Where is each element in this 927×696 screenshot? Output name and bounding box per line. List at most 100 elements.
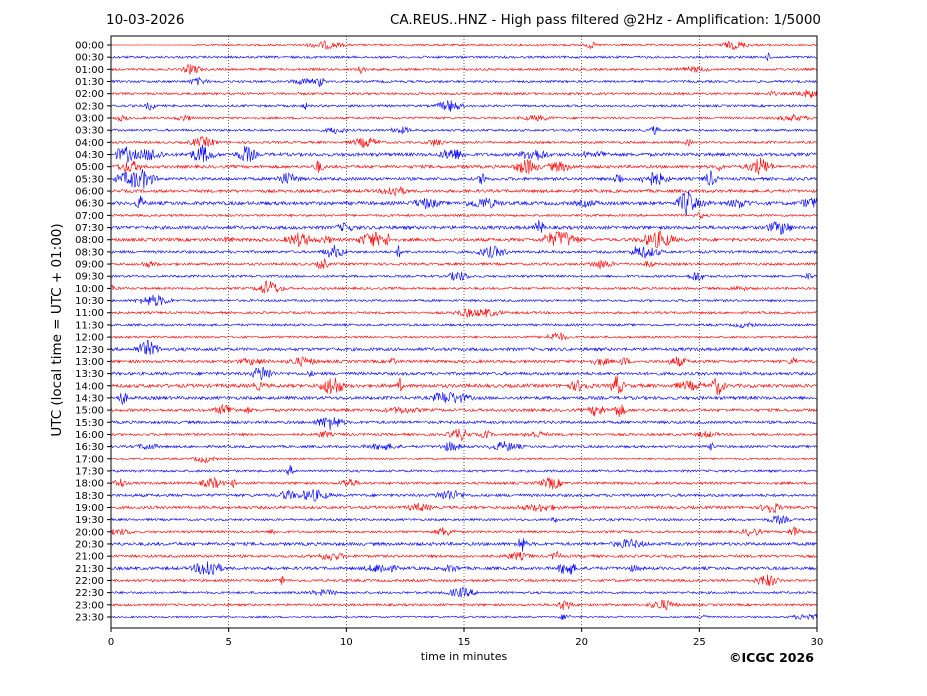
y-tick-label-00:00: 00:00 xyxy=(75,41,104,52)
copyright: ©ICGC 2026 xyxy=(729,650,814,665)
y-tick-label-17:30: 17:30 xyxy=(75,466,104,477)
trace-17:30 xyxy=(110,464,817,476)
trace-09:30 xyxy=(110,271,817,282)
trace-00:00 xyxy=(110,40,817,50)
y-tick-label-21:30: 21:30 xyxy=(75,564,104,575)
x-axis-label: time in minutes xyxy=(420,650,508,663)
y-tick-label-09:30: 09:30 xyxy=(75,272,104,283)
x-tick-label: 20 xyxy=(575,637,588,648)
y-tick-label-05:00: 05:00 xyxy=(75,162,104,173)
trace-16:30 xyxy=(110,441,817,452)
y-tick-label-13:00: 13:00 xyxy=(75,357,104,368)
trace-20:00 xyxy=(110,526,817,537)
trace-15:30 xyxy=(110,417,817,431)
trace-23:30 xyxy=(110,613,817,621)
y-tick-label-23:00: 23:00 xyxy=(75,600,104,611)
y-axis-label: UTC (local time = UTC + 01:00) xyxy=(49,223,65,437)
trace-23:00 xyxy=(110,599,817,611)
y-tick-label-16:30: 16:30 xyxy=(75,442,104,453)
trace-17:00 xyxy=(110,456,817,464)
y-tick-label-14:30: 14:30 xyxy=(75,393,104,404)
trace-19:30 xyxy=(110,515,817,525)
y-tick-label-14:00: 14:00 xyxy=(75,381,104,392)
y-tick-label-16:00: 16:00 xyxy=(75,430,104,441)
y-tick-label-18:30: 18:30 xyxy=(75,491,104,502)
trace-21:00 xyxy=(110,550,817,562)
y-tick-label-12:30: 12:30 xyxy=(75,345,104,356)
plot-frame xyxy=(110,35,818,629)
y-tick-label-21:00: 21:00 xyxy=(75,552,104,563)
trace-12:00 xyxy=(110,332,817,341)
trace-06:30 xyxy=(110,190,817,216)
trace-05:30 xyxy=(110,169,817,189)
trace-01:00 xyxy=(110,64,817,75)
y-tick-label-04:30: 04:30 xyxy=(75,150,104,161)
y-tick-label-01:00: 01:00 xyxy=(75,65,104,76)
trace-07:00 xyxy=(110,211,817,219)
y-tick-label-11:00: 11:00 xyxy=(75,308,104,319)
y-tick-label-05:30: 05:30 xyxy=(75,174,104,185)
trace-02:30 xyxy=(110,100,817,112)
y-tick-label-08:00: 08:00 xyxy=(75,235,104,246)
trace-22:30 xyxy=(110,586,817,598)
y-tick-label-19:00: 19:00 xyxy=(75,503,104,514)
trace-07:30 xyxy=(110,220,817,236)
x-tick-label: 5 xyxy=(225,637,231,648)
trace-08:30 xyxy=(110,244,817,260)
trace-02:00 xyxy=(110,89,817,99)
trace-06:00 xyxy=(110,185,817,197)
y-tick-label-02:00: 02:00 xyxy=(75,89,104,100)
y-tick-label-03:30: 03:30 xyxy=(75,126,104,137)
trace-14:30 xyxy=(110,391,817,406)
trace-22:00 xyxy=(110,574,817,587)
x-tick-label: 25 xyxy=(693,637,706,648)
trace-01:30 xyxy=(110,76,817,88)
trace-13:30 xyxy=(110,367,817,380)
trace-12:30 xyxy=(110,339,817,355)
y-tick-label-07:00: 07:00 xyxy=(75,211,104,222)
y-tick-label-07:30: 07:30 xyxy=(75,223,104,234)
trace-04:00 xyxy=(110,136,817,148)
y-tick-label-23:30: 23:30 xyxy=(75,612,104,623)
chart-title: CA.REUS..HNZ - High pass filtered @2Hz -… xyxy=(389,12,821,28)
trace-20:30 xyxy=(110,538,817,552)
y-tick-label-11:30: 11:30 xyxy=(75,320,104,331)
trace-10:30 xyxy=(110,294,817,307)
trace-04:30 xyxy=(110,144,817,163)
trace-21:30 xyxy=(110,561,817,576)
date-label: 10-03-2026 xyxy=(106,12,185,28)
x-tick-label: 0 xyxy=(108,637,114,648)
y-tick-label-06:30: 06:30 xyxy=(75,199,104,210)
x-tick-label: 10 xyxy=(340,637,353,648)
trace-05:00 xyxy=(110,157,817,175)
y-tick-label-15:30: 15:30 xyxy=(75,418,104,429)
y-tick-label-06:00: 06:00 xyxy=(75,187,104,198)
y-tick-label-02:30: 02:30 xyxy=(75,101,104,112)
trace-11:30 xyxy=(110,322,817,329)
trace-18:30 xyxy=(110,489,817,502)
trace-11:00 xyxy=(110,308,817,319)
y-tick-label-13:30: 13:30 xyxy=(75,369,104,380)
y-tick-label-15:00: 15:00 xyxy=(75,406,104,417)
y-tick-label-01:30: 01:30 xyxy=(75,77,104,88)
x-tick-label: 15 xyxy=(458,637,471,648)
y-tick-label-09:00: 09:00 xyxy=(75,260,104,271)
trace-14:00 xyxy=(110,375,817,396)
x-tick-label: 30 xyxy=(811,637,824,648)
y-tick-label-03:00: 03:00 xyxy=(75,114,104,125)
y-tick-label-10:30: 10:30 xyxy=(75,296,104,307)
trace-10:00 xyxy=(110,280,817,294)
trace-08:00 xyxy=(110,230,817,249)
trace-09:00 xyxy=(110,258,817,270)
trace-13:00 xyxy=(110,356,817,367)
y-tick-label-18:00: 18:00 xyxy=(75,479,104,490)
trace-03:30 xyxy=(110,126,817,136)
y-tick-label-22:00: 22:00 xyxy=(75,576,104,587)
y-tick-label-04:00: 04:00 xyxy=(75,138,104,149)
y-tick-label-20:00: 20:00 xyxy=(75,527,104,538)
trace-15:00 xyxy=(110,403,817,418)
y-tick-label-00:30: 00:30 xyxy=(75,53,104,64)
trace-19:00 xyxy=(110,502,817,514)
